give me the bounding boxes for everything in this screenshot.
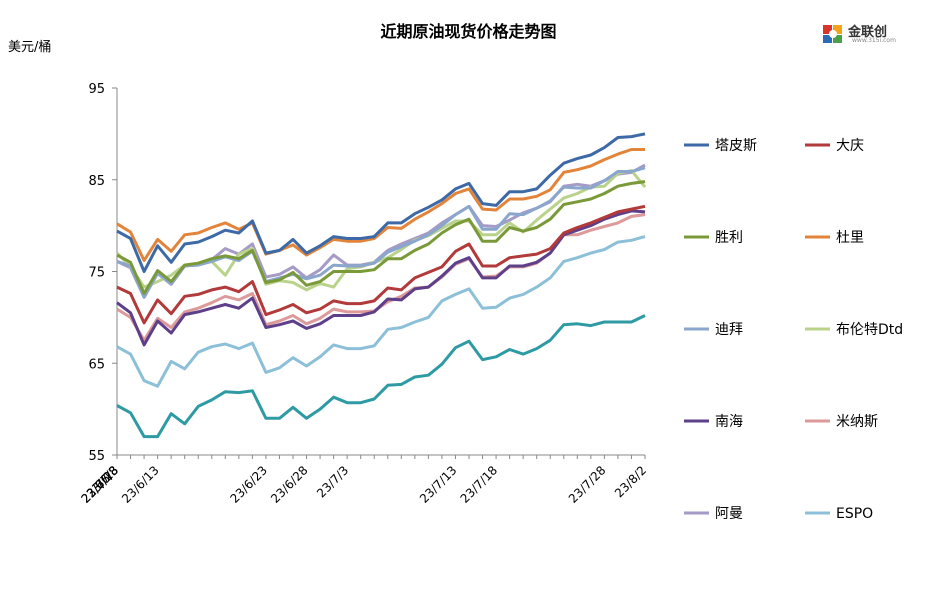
x-tick-label: 23/7/13 [417,463,460,506]
brand-logo-icon [823,25,842,43]
x-tick-label: 23/6/23 [227,463,270,506]
brand-logo-text: 金联创 [848,25,888,40]
legend-label: 塔皮斯 [715,138,757,154]
series-line-杜里 [116,148,645,262]
y-tick-label: 75 [88,266,105,281]
y-axis-unit-label: 美元/桶 [8,40,52,55]
series-line-胜利 [116,180,646,295]
series-line-塔皮斯 [116,132,646,273]
x-tick-label: 23/8/2 [612,463,649,500]
y-tick-label: 55 [88,449,105,464]
y-tick-label: 95 [88,82,105,97]
x-tick-label: 23/6/28 [268,463,311,506]
y-tick-label: 65 [88,357,105,372]
legend-label: ESPO [836,506,873,522]
brand-logo: 金联创 www.315i.com [822,20,902,46]
y-tick-label: 85 [88,174,105,189]
x-tick-label: 23/7/23 [79,463,122,506]
chart-title: 近期原油现货价格走势图 [380,22,557,41]
x-tick-label: 23/6/13 [119,463,162,506]
series-line-unnamed [116,314,646,439]
legend-label: 杜里 [836,230,864,246]
x-tick-label: 23/7/18 [458,463,501,506]
legend-label: 布伦特Dtd [836,322,903,338]
legend-label: 迪拜 [715,322,743,338]
series-line-迪拜 [116,166,646,299]
x-tick-label: 23/7/3 [314,463,351,500]
series-line-南海 [116,209,646,347]
legend-label: 南海 [715,414,743,430]
series-line-大庆 [116,204,646,325]
legend-label: 大庆 [836,138,864,154]
x-tick-label: 23/7/28 [566,463,609,506]
legend-label: 胜利 [715,230,743,246]
legend-label: 米纳斯 [836,414,878,430]
chart-series-lines [115,132,647,439]
brand-logo-url: www.315i.com [852,37,896,44]
legend-label: 阿曼 [715,506,743,522]
series-line-ESPO [116,235,646,388]
